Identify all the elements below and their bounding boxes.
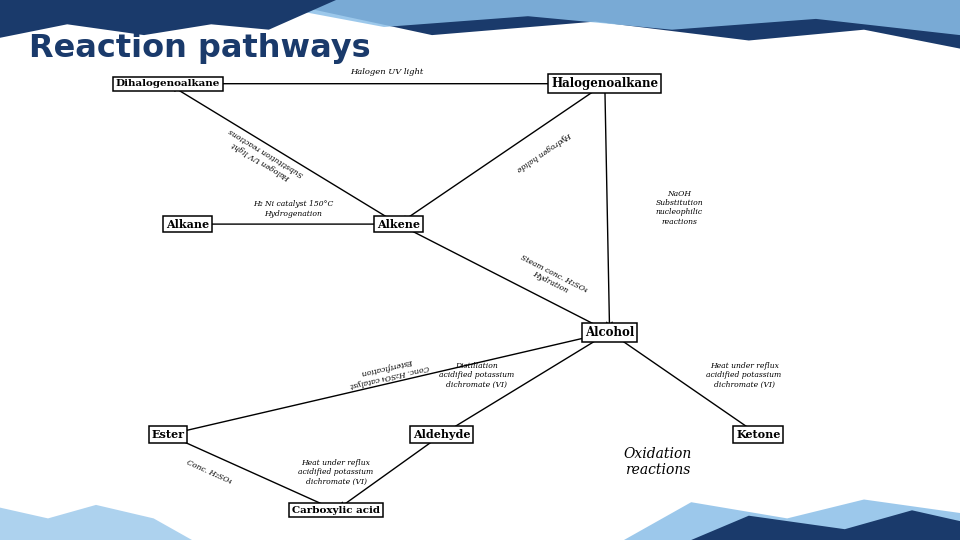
Polygon shape <box>691 510 960 540</box>
Text: H₂ Ni catalyst 150°C
Hydrogenation: H₂ Ni catalyst 150°C Hydrogenation <box>252 200 333 218</box>
Text: Dihalogenoalkane: Dihalogenoalkane <box>116 79 220 88</box>
Text: Conc. H₂SO₄: Conc. H₂SO₄ <box>185 459 232 486</box>
Text: Steam conc. H₂SO₄
Hydration: Steam conc. H₂SO₄ Hydration <box>516 254 588 302</box>
Text: Halogenoalkane: Halogenoalkane <box>551 77 659 90</box>
Text: Alkene: Alkene <box>377 219 420 230</box>
Polygon shape <box>0 0 336 38</box>
Text: Hydrogen halide: Hydrogen halide <box>516 130 573 172</box>
Text: Oxidation
reactions: Oxidation reactions <box>623 447 692 477</box>
Text: Distillation
acidified potassium
dichromate (VI): Distillation acidified potassium dichrom… <box>439 362 515 388</box>
Text: NaOH
Substitution
nucleophilic
reactions: NaOH Substitution nucleophilic reactions <box>656 190 703 226</box>
Text: Conc. H₂SO₄ catalyst
Esterification: Conc. H₂SO₄ catalyst Esterification <box>348 354 430 389</box>
Text: Alcohol: Alcohol <box>585 326 635 339</box>
Text: Heat under reflux
acidified potassium
dichromate (VI): Heat under reflux acidified potassium di… <box>299 460 373 485</box>
Text: Halogen UV light
Substitution reactions: Halogen UV light Substitution reactions <box>223 127 305 186</box>
Text: Heat under reflux
acidified potassium
dichromate (VI): Heat under reflux acidified potassium di… <box>707 362 781 388</box>
Text: Ester: Ester <box>152 429 184 440</box>
Polygon shape <box>269 0 960 49</box>
Text: Carboxylic acid: Carboxylic acid <box>292 506 380 515</box>
Text: Aldehyde: Aldehyde <box>413 429 470 440</box>
Polygon shape <box>624 500 960 540</box>
Polygon shape <box>0 505 192 540</box>
Text: Ketone: Ketone <box>736 429 780 440</box>
Text: Reaction pathways: Reaction pathways <box>29 33 371 64</box>
Polygon shape <box>240 0 960 35</box>
Text: Halogen UV light: Halogen UV light <box>349 68 423 76</box>
Text: Alkane: Alkane <box>166 219 208 230</box>
